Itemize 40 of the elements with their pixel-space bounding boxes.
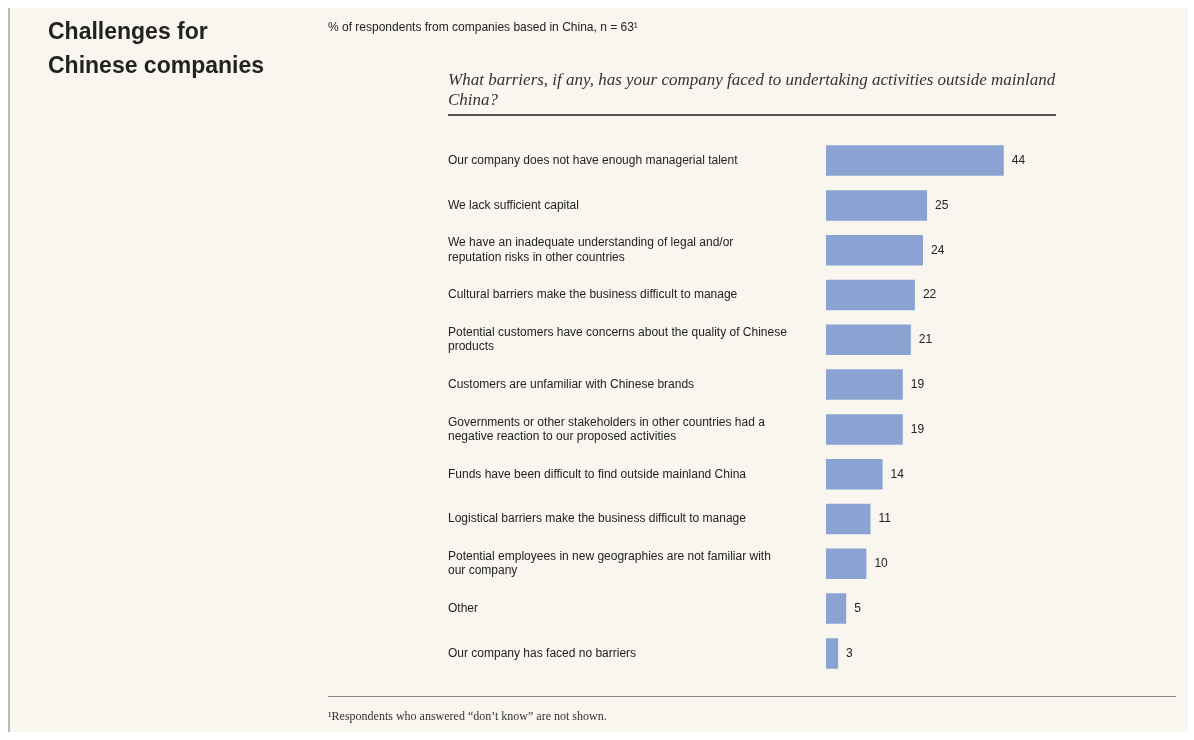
y-tick-label: We lack sufficient capital [448,197,579,212]
data-label: 5 [854,600,862,615]
y-tick-label: Our company does not have enough managerial talent [448,152,739,167]
text: ¹Respondents who answered “don’t know” are not shown. [328,696,1176,724]
y-tick-label: Logistical barriers make the business difficult to manage [448,511,747,526]
data-label: 44 [1011,152,1026,167]
text: % of respondents from companies based in China, n = 63¹ [328,20,638,34]
bar [826,638,839,669]
data-label: 19 [910,376,925,391]
y-tick-label: Our company has faced no barriers [448,645,637,660]
data-label: 14 [890,466,905,481]
y-tick-label: Potential employees in new geographies are not familiar with our company [448,548,771,578]
text: What barriers, if any, has your company faced to undertaking activities outside mainland China? [448,70,1056,116]
bar [826,503,871,535]
data-label: 11 [878,511,892,526]
bar [826,190,927,221]
data-label: 22 [922,287,937,302]
data-label: 25 [935,197,949,212]
y-tick-label: Governments or other stakeholders in other countries had a negative reaction to our proposed activities [448,414,766,443]
y-tick-label: Other [448,600,479,615]
y-tick-label: Customers are unfamiliar with Chinese brands [448,376,695,391]
data-label: 21 [918,332,933,347]
data-label: 10 [874,556,889,571]
bar [826,324,911,356]
bar [826,593,847,624]
y-tick-label: Potential customers have concerns about the quality of Chinese products [448,324,788,354]
text: Challenges for Chinese companies [48,17,266,80]
bar [826,279,915,311]
y-tick-label: Cultural barriers make the business difficult to manage [448,287,738,302]
y-tick-label: Funds have been difficult to find outside mainland China [448,466,747,481]
data-label: 3 [846,645,854,660]
bar [826,458,883,490]
y-tick-label: We have an inadequate understanding of legal and/or reputation risks in other countries [448,235,734,264]
data-label: 24 [930,242,945,257]
bar [826,548,867,580]
data-label: 19 [910,421,925,436]
bar [826,234,923,266]
bar [826,145,1004,176]
bar [826,414,903,445]
bar [826,369,903,400]
